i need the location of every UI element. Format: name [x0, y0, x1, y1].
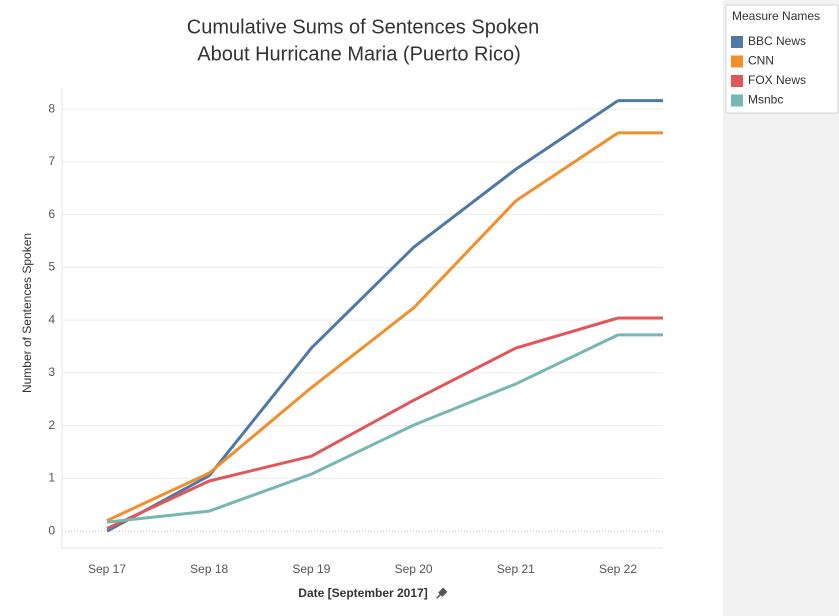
pin-icon	[436, 587, 448, 599]
legend-label: CNN	[748, 54, 774, 68]
legend-label: FOX News	[748, 73, 806, 87]
y-tick-label: 7	[48, 154, 55, 168]
x-axis-label: Date [September 2017]	[298, 586, 427, 600]
series-line	[106, 131, 619, 522]
x-tick-label: Sep 20	[395, 562, 433, 576]
series-line	[106, 333, 619, 524]
x-tick-label: Sep 18	[190, 562, 228, 576]
y-tick-label: 2	[48, 418, 55, 432]
y-axis-label: Number of Sentences Spoken	[20, 233, 34, 393]
y-tick-label: 8	[48, 101, 55, 115]
legend-label: Msnbc	[748, 93, 783, 107]
legend-swatch	[731, 36, 743, 48]
legend-box	[725, 4, 839, 114]
series-line	[106, 99, 619, 533]
y-tick-label: 6	[48, 207, 55, 221]
series-line	[106, 316, 619, 530]
x-tick-label: Sep 21	[497, 562, 535, 576]
y-tick-label: 3	[48, 365, 55, 379]
y-tick-label: 0	[48, 523, 55, 537]
y-tick-label: 5	[48, 260, 55, 274]
chart-title: About Hurricane Maria (Puerto Rico)	[197, 43, 520, 65]
y-tick-label: 1	[48, 471, 55, 485]
legend-swatch	[731, 55, 743, 68]
legend-title: Measure Names	[732, 9, 820, 23]
x-tick-label: Sep 17	[88, 562, 126, 576]
legend-swatch	[731, 94, 743, 107]
chart-title: Cumulative Sums of Sentences Spoken	[187, 16, 539, 38]
x-tick-label: Sep 19	[292, 562, 330, 576]
x-tick-label: Sep 22	[599, 562, 637, 576]
legend-swatch	[731, 75, 743, 87]
y-tick-label: 4	[48, 312, 55, 326]
legend-label: BBC News	[748, 34, 806, 48]
